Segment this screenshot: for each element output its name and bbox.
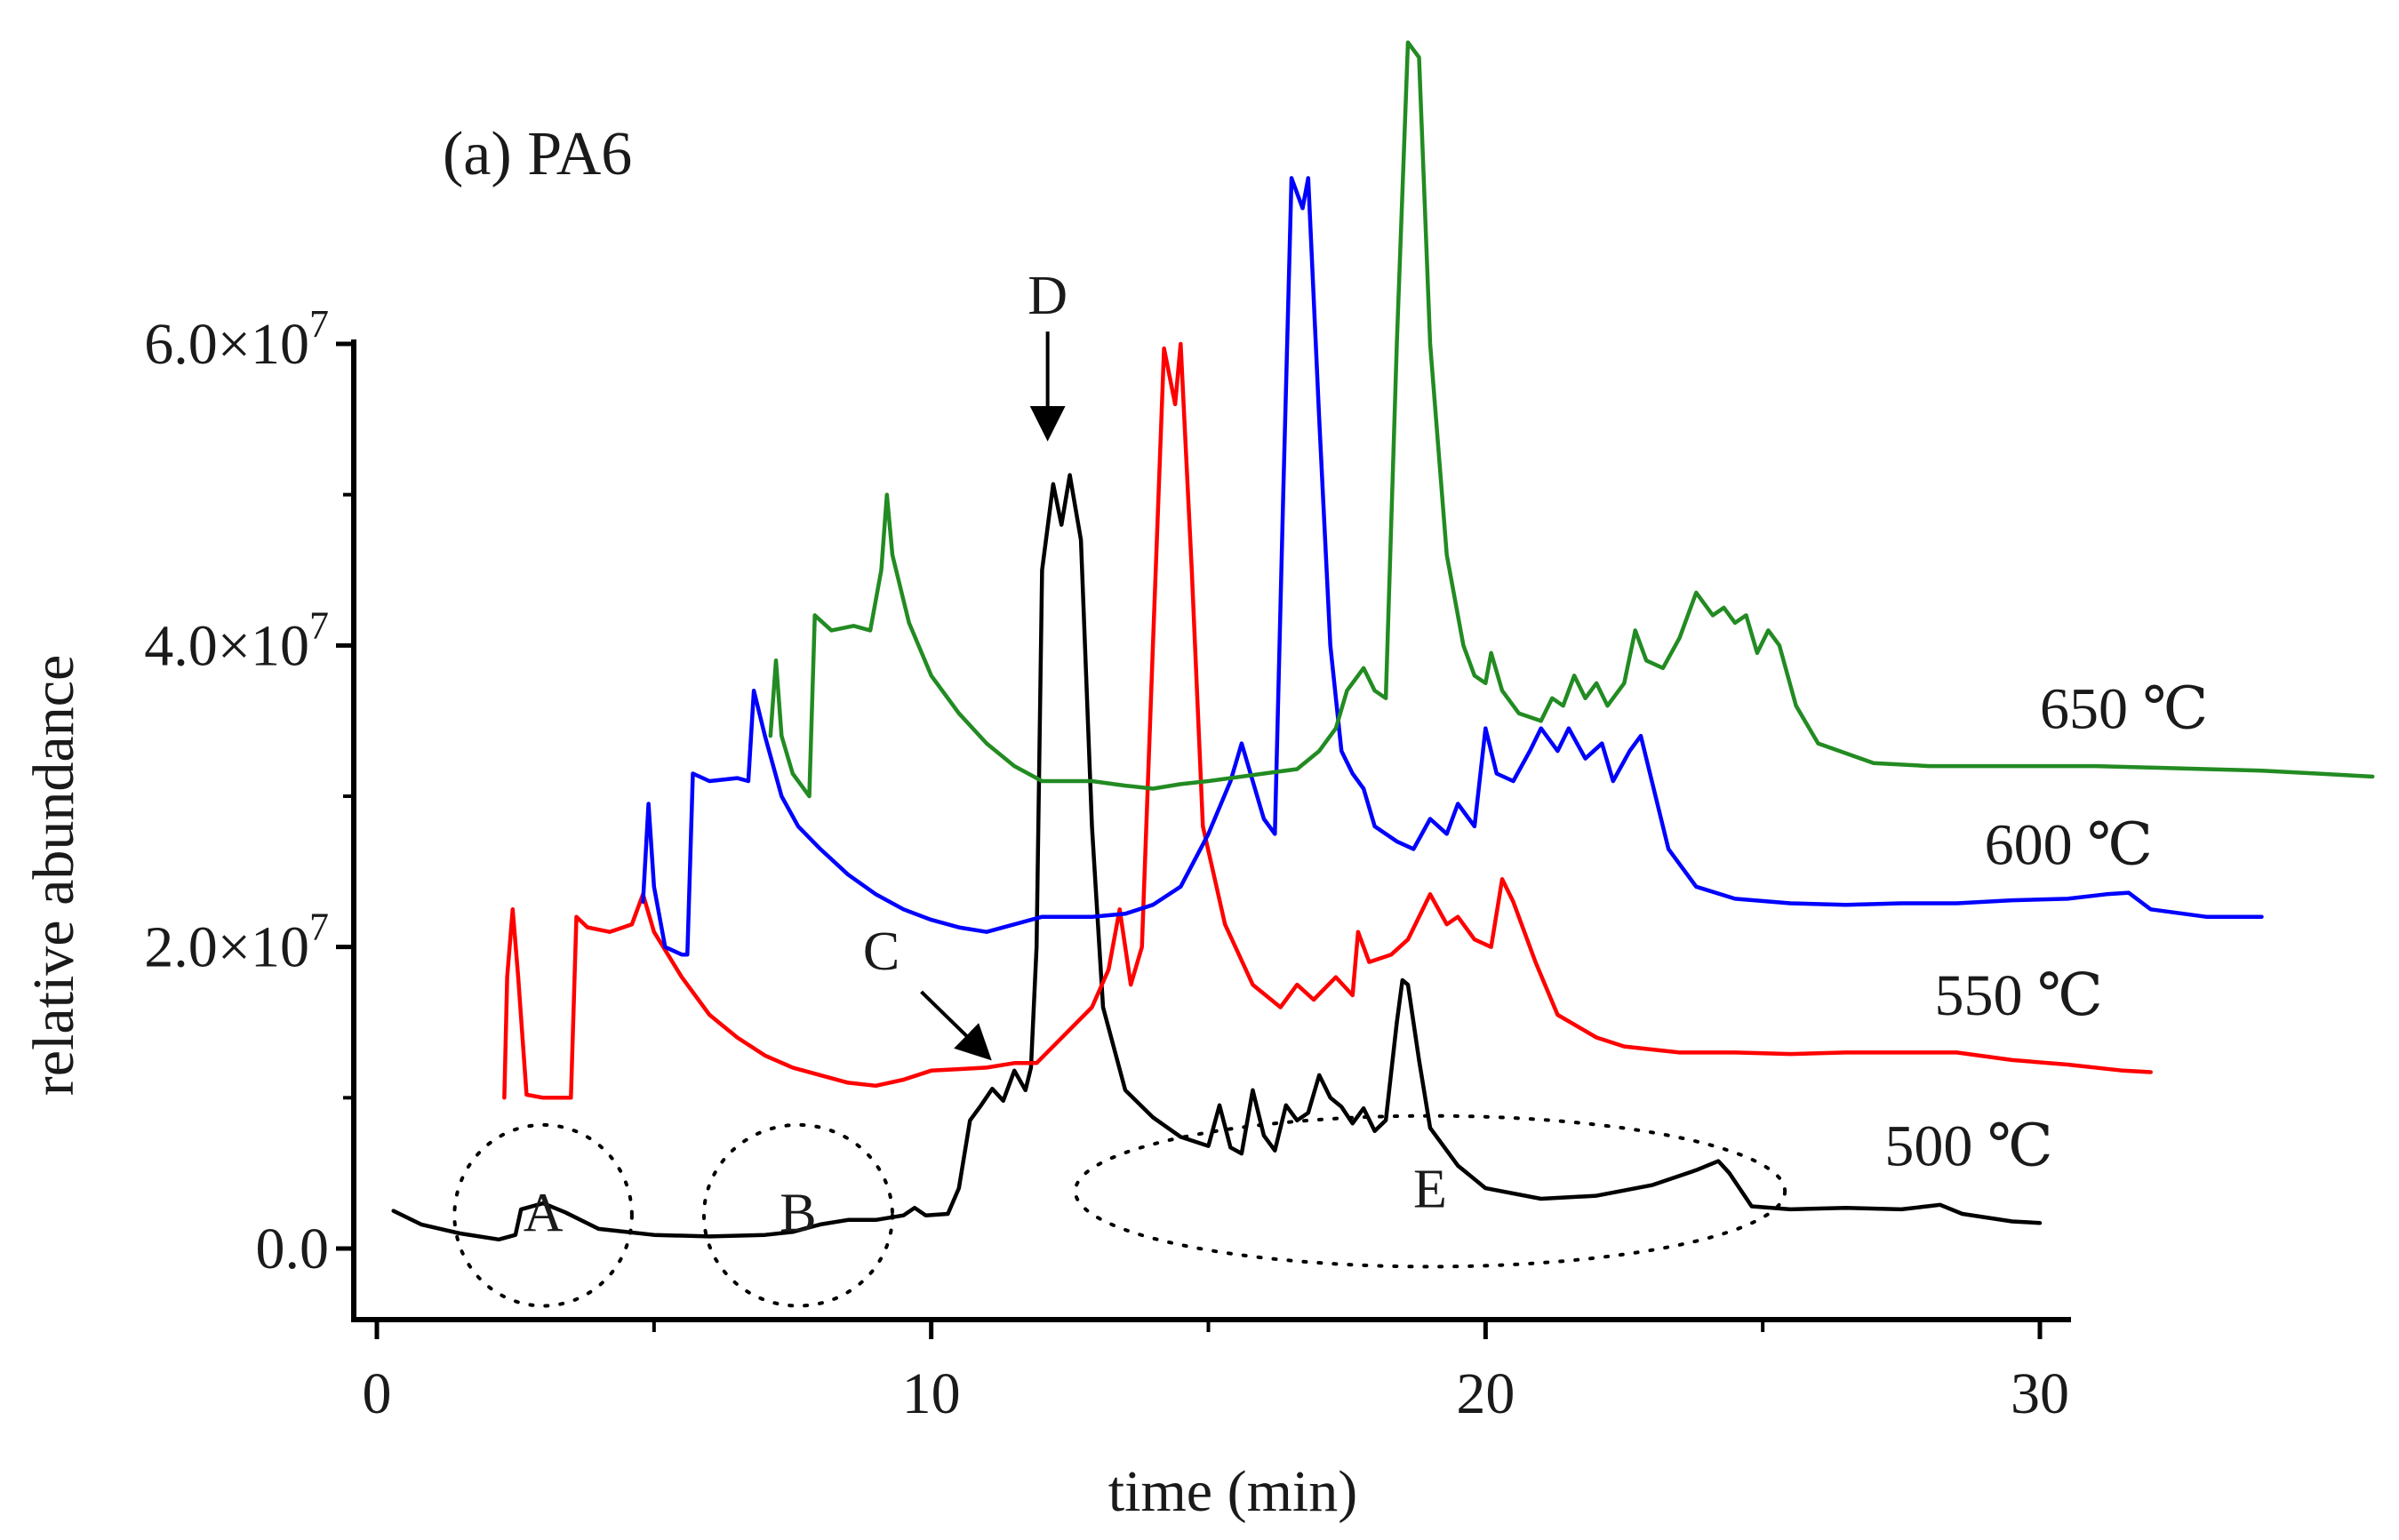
- peak-arrow-c: [920, 990, 992, 1061]
- x-tick-label-3: 30: [2011, 1361, 2069, 1426]
- series-label-0: 500 ℃: [1884, 1114, 2052, 1179]
- x-tick-label-1: 10: [902, 1361, 961, 1426]
- y-tick-label-base-0: 0.0: [256, 1217, 330, 1281]
- y-tick-label-exponent-3: 7: [309, 302, 329, 346]
- series-label-2: 600 ℃: [1985, 812, 2153, 877]
- y-tick-label-1: 2.0×107: [144, 906, 329, 980]
- x-tick-label-0: 0: [363, 1361, 392, 1426]
- y-tick-label-exponent-1: 7: [309, 906, 329, 949]
- y-tick-label-base-2: 4.0×10: [144, 613, 309, 678]
- chart-title: (a) PA6: [443, 120, 632, 188]
- y-tick-label-base-1: 2.0×10: [144, 915, 309, 980]
- series-label-1: 550 ℃: [1935, 963, 2103, 1028]
- series-line-0: [391, 473, 2043, 1242]
- y-tick-label-0: 0.0: [256, 1217, 330, 1281]
- peak-label-c: C: [863, 922, 900, 982]
- peak-label-d: D: [1028, 266, 1068, 326]
- y-tick-label-base-3: 6.0×10: [144, 312, 309, 377]
- series-line-1: [502, 341, 2153, 1100]
- region-ellipse-b: [701, 1122, 895, 1308]
- y-tick-label-2: 4.0×107: [144, 603, 329, 678]
- region-ellipse-e: [1073, 1113, 1787, 1269]
- series-line-2: [641, 176, 2264, 957]
- series-layer: 500 ℃ 550 ℃ 600 ℃ 650 ℃: [391, 40, 2375, 1242]
- annotation-layer: A B E C D: [452, 266, 1787, 1308]
- y-tick-label-exponent-2: 7: [309, 603, 329, 647]
- region-ellipse-a: [452, 1122, 634, 1308]
- region-label-e: E: [1413, 1160, 1447, 1220]
- y-tick-label-3: 6.0×107: [144, 302, 329, 377]
- series-label-3: 650 ℃: [2040, 677, 2208, 742]
- x-axis-title: time (min): [1108, 1459, 1357, 1524]
- region-label-b: B: [780, 1184, 816, 1244]
- region-label-a: A: [524, 1184, 564, 1244]
- y-axis-title: relative abundance: [21, 655, 86, 1097]
- series-line-3: [768, 40, 2375, 799]
- x-tick-label-2: 20: [1456, 1361, 1515, 1426]
